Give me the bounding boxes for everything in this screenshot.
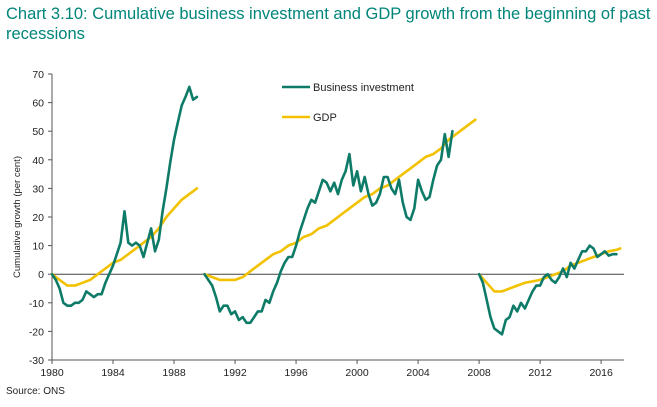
- x-tick-label: 1992: [223, 367, 247, 379]
- chart-series: [50, 85, 622, 336]
- legend-label: GDP: [313, 112, 337, 124]
- x-tick-label: 2008: [467, 367, 491, 379]
- x-tick-label: 1988: [162, 367, 186, 379]
- y-tick-label: -10: [29, 298, 44, 310]
- y-tick-label: 60: [32, 98, 44, 110]
- y-tick-label: -30: [29, 355, 44, 367]
- y-tick-label: 70: [32, 69, 44, 81]
- chart-source: Source: ONS: [6, 386, 65, 397]
- y-tick-label: 30: [32, 183, 44, 195]
- y-tick-label: -20: [29, 326, 44, 338]
- x-tick-label: 1984: [101, 367, 125, 379]
- x-tick-label: 1996: [284, 367, 308, 379]
- series-line: [203, 118, 477, 282]
- x-tick-label: 1980: [40, 367, 64, 379]
- series-line: [203, 129, 454, 325]
- x-tick-label: 2016: [589, 367, 613, 379]
- series-line: [50, 187, 199, 287]
- y-tick-label: 10: [32, 241, 44, 253]
- y-tick-label: 20: [32, 212, 44, 224]
- chart-title: Chart 3.10: Cumulative business investme…: [6, 5, 651, 43]
- y-tick-label: 40: [32, 155, 44, 167]
- x-tick-label: 2004: [406, 367, 430, 379]
- x-tick-label: 2000: [345, 367, 369, 379]
- y-axis-label: Cumulative growth (per cent): [12, 156, 23, 278]
- y-tick-label: 0: [38, 269, 44, 281]
- legend-label: Business investment: [313, 82, 414, 94]
- chart-legend: Business investment GDP: [282, 82, 414, 124]
- y-tick-label: 50: [32, 126, 44, 138]
- series-line: [477, 244, 618, 336]
- x-tick-label: 2012: [528, 367, 552, 379]
- series-line: [50, 85, 199, 307]
